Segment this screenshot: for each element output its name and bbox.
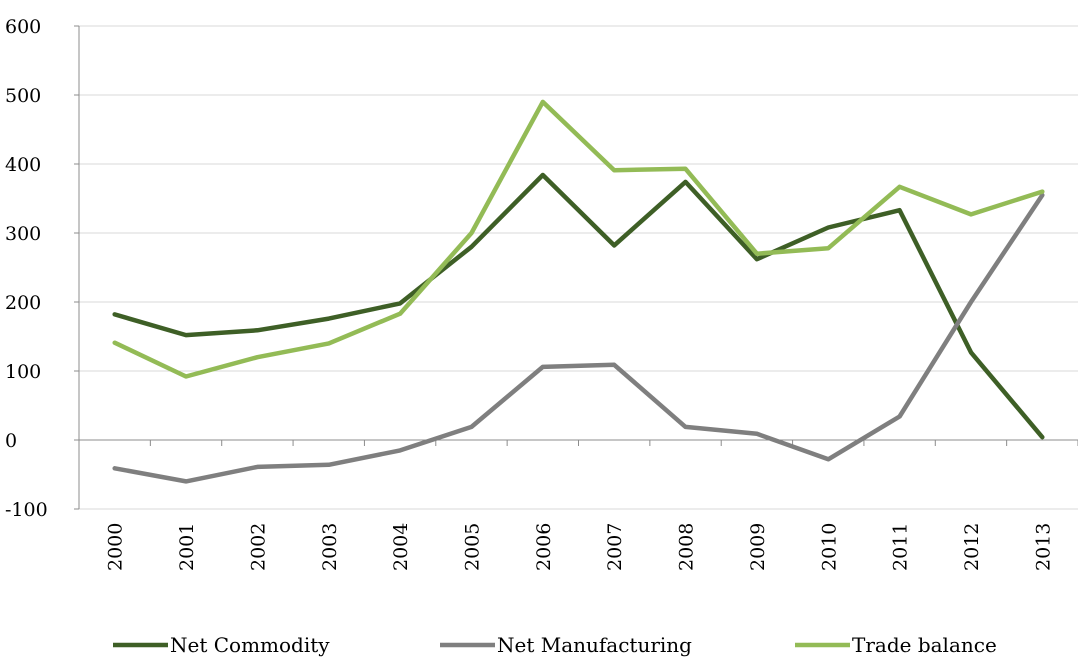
y-tick-label: 600 <box>5 16 41 38</box>
x-tick-label: 2010 <box>818 523 840 571</box>
x-tick-label: 2013 <box>1032 523 1054 571</box>
series-lines <box>112 99 1045 484</box>
series-line-net-commodity <box>112 172 1045 440</box>
x-tick-label: 2003 <box>319 523 341 571</box>
y-tick-label: 300 <box>5 223 41 245</box>
gridlines <box>79 25 1078 510</box>
y-tick-label: -100 <box>5 499 48 521</box>
x-tick-label: 2011 <box>890 523 912 571</box>
legend-label-net-manufacturing: Net Manufacturing <box>497 633 692 657</box>
x-tick-label: 2001 <box>176 523 198 571</box>
x-tick-label: 2005 <box>461 523 483 571</box>
x-tick-label: 2009 <box>747 523 769 571</box>
legend: Net Commodity Net Manufacturing Trade bala… <box>113 633 997 657</box>
y-axis-tick-labels: -100 0 100 200 300 400 500 600 <box>5 16 48 521</box>
axes <box>74 25 1078 510</box>
x-tick-label: 2006 <box>533 523 555 571</box>
y-tick-label: 400 <box>5 154 41 176</box>
series-line-net-manufacturing <box>112 192 1045 484</box>
series-line-trade-balance <box>112 99 1045 379</box>
x-tick-label: 2000 <box>105 523 127 571</box>
x-tick-label: 2002 <box>247 523 269 571</box>
y-tick-label: 500 <box>5 85 41 107</box>
legend-label-net-commodity: Net Commodity <box>170 633 330 657</box>
x-tick-label: 2004 <box>390 523 412 571</box>
x-tick-label: 2007 <box>604 523 626 571</box>
x-axis-tick-labels: 2000 2001 2002 2003 2004 2005 2006 2007 2008 2009… <box>105 523 1055 571</box>
x-tick-label: 2008 <box>676 523 698 571</box>
y-tick-label: 200 <box>5 292 41 314</box>
y-tick-label: 0 <box>5 430 17 452</box>
y-tick-label: 100 <box>5 361 41 383</box>
legend-label-trade-balance: Trade balance <box>852 633 997 657</box>
x-tick-label: 2012 <box>961 523 983 571</box>
